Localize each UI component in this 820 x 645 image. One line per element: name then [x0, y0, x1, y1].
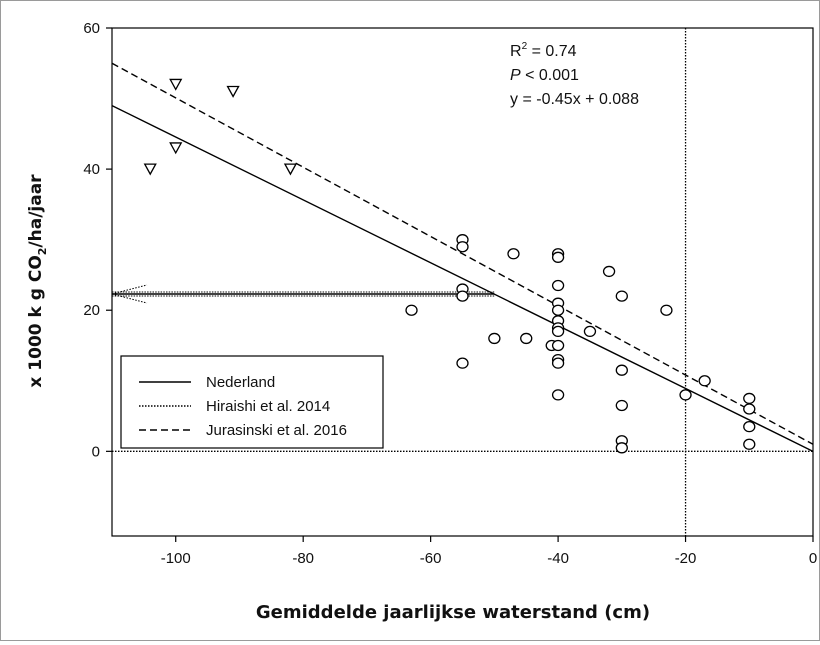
- regression-line-solid: [111, 104, 814, 452]
- data-point-triangle: [143, 163, 157, 176]
- equation-label: y = -0.45x + 0.088: [510, 91, 639, 108]
- data-point-circle: [488, 332, 501, 345]
- data-point-circle: [602, 265, 616, 278]
- p-value-label: P < 0.001: [510, 67, 579, 84]
- data-point-triangle: [226, 85, 240, 98]
- reference-arrow: [111, 284, 495, 304]
- data-point-circle: [679, 389, 692, 401]
- data-point-circle: [551, 304, 565, 316]
- data-point-circle: [615, 364, 628, 376]
- data-point-circle: [405, 304, 418, 316]
- data-point-circle: [660, 304, 673, 316]
- legend-label-nederland: Nederland: [206, 374, 275, 391]
- data-point-circle: [551, 251, 565, 263]
- legend-box: [120, 355, 384, 449]
- data-point-circle: [615, 442, 628, 454]
- x-tick-label: 0: [809, 550, 817, 567]
- y-tick-label: 0: [92, 443, 100, 460]
- data-point-circle: [551, 389, 565, 401]
- y-tick-label: 20: [83, 302, 100, 319]
- y-axis-label: x 1000 k g CO2/ha/jaar: [26, 174, 49, 388]
- x-tick-label: -80: [292, 550, 314, 567]
- data-point-circle: [551, 279, 565, 292]
- data-point-circle: [551, 339, 565, 352]
- data-point-triangle: [283, 163, 298, 176]
- x-tick-label: -100: [161, 550, 191, 567]
- data-point-circle: [583, 325, 597, 338]
- data-point-circle: [615, 399, 628, 412]
- legend: Nederland Hiraishi et al. 2014 Jurasinsk…: [120, 355, 384, 449]
- data-point-circle: [456, 241, 469, 253]
- legend-label-hiraishi: Hiraishi et al. 2014: [206, 398, 330, 415]
- arrow-head-bottom: [111, 293, 148, 304]
- x-tick-label: -60: [420, 550, 442, 567]
- data-point-circle: [507, 248, 520, 260]
- regression-stats: R2 = 0.74 P < 0.001 y = -0.45x + 0.088: [510, 41, 639, 108]
- y-tick-label: 60: [83, 20, 100, 37]
- plot-area: [111, 27, 814, 537]
- x-axis-label: Gemiddelde jaarlijkse waterstand (cm): [256, 602, 650, 623]
- data-point-circle: [698, 375, 711, 387]
- data-point-triangle: [169, 142, 183, 155]
- data-point-circle: [551, 325, 565, 338]
- y-tick-label: 40: [83, 161, 100, 178]
- data-point-circle: [743, 392, 756, 405]
- r-squared-label: R2 = 0.74: [510, 41, 577, 60]
- data-point-circle: [456, 357, 469, 369]
- x-tick-label: -40: [547, 550, 569, 567]
- data-point-circle: [743, 438, 756, 450]
- data-point-circle: [743, 420, 756, 433]
- data-point-circle: [743, 403, 756, 415]
- data-point-circle: [615, 290, 628, 302]
- data-point-circle: [551, 357, 565, 369]
- regression-line-dashed: [111, 62, 814, 445]
- arrow-head-top: [111, 284, 148, 295]
- data-point-circle: [520, 332, 533, 345]
- legend-label-jurasinski: Jurasinski et al. 2016: [206, 422, 347, 439]
- data-point-triangle: [169, 78, 183, 91]
- data-point-circle: [456, 290, 469, 302]
- x-tick-label: -20: [675, 550, 697, 567]
